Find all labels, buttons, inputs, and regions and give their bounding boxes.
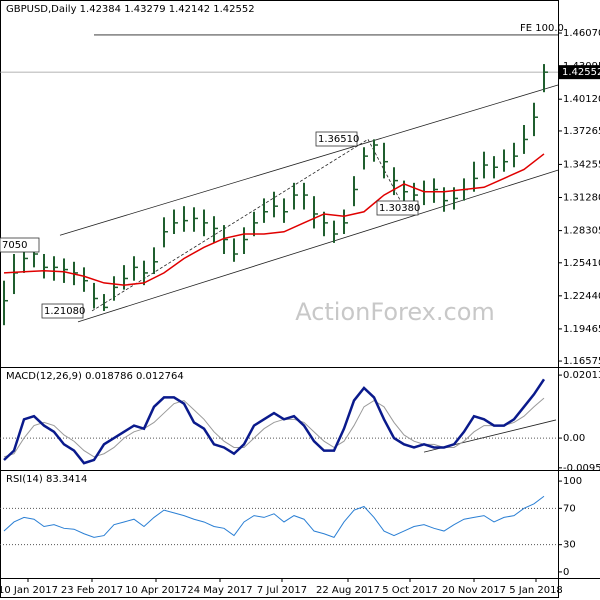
trend-line bbox=[91, 138, 405, 312]
y-tick-label: -0.00951 bbox=[563, 463, 600, 474]
annotation: 1.36510 bbox=[318, 134, 359, 145]
x-tick-label: 5 Oct 2017 bbox=[382, 585, 437, 596]
y-tick-label: 1.34255 bbox=[563, 159, 600, 170]
x-tick-label: 22 Aug 2017 bbox=[316, 585, 380, 596]
x-tick-label: 20 Nov 2017 bbox=[442, 585, 506, 596]
panel-title: RSI(14) 83.3414 bbox=[6, 474, 87, 485]
panel-title: GBPUSD,Daily 1.42384 1.43279 1.42142 1.4… bbox=[6, 4, 255, 15]
y-tick-label: 1.31280 bbox=[563, 193, 600, 204]
y-tick-label: 0.020134 bbox=[563, 370, 600, 381]
y-tick-label: 30 bbox=[563, 540, 576, 551]
y-tick-label: 1.19465 bbox=[563, 324, 600, 335]
x-tick-label: 5 Jan 2018 bbox=[509, 585, 563, 596]
trend-line bbox=[59, 84, 559, 236]
indicator-line bbox=[3, 397, 545, 458]
last-price-label: 1.42552 bbox=[562, 67, 600, 78]
watermark: ActionForex.com bbox=[295, 298, 495, 326]
y-tick-label: 70 bbox=[563, 503, 576, 514]
y-tick-label: 1.16575 bbox=[563, 356, 600, 367]
indicator-line bbox=[3, 378, 546, 465]
annotation-box bbox=[41, 303, 84, 319]
annotation: FE 100.0 bbox=[520, 23, 564, 34]
annotation: 1.21080 bbox=[44, 306, 85, 317]
x-tick-label: 10 Jan 2017 bbox=[0, 585, 58, 596]
last-price-box bbox=[559, 65, 600, 80]
y-tick-label: 1.40120 bbox=[563, 94, 600, 105]
y-tick-label: 1.22440 bbox=[563, 291, 600, 302]
x-tick-label: 7 Jul 2017 bbox=[257, 585, 307, 596]
y-tick-label: 1.28305 bbox=[563, 226, 600, 237]
indicator-line bbox=[3, 495, 545, 539]
moving-average bbox=[3, 153, 545, 286]
x-tick-label: 23 Feb 2017 bbox=[61, 585, 123, 596]
annotation-box bbox=[376, 200, 419, 216]
annotation: 1.30380 bbox=[379, 203, 420, 214]
y-tick-label: 1.25410 bbox=[563, 258, 600, 269]
y-tick-label: 100 bbox=[563, 476, 582, 487]
y-tick-label: 1.46070 bbox=[563, 28, 600, 39]
y-tick-label: 1.37265 bbox=[563, 126, 600, 137]
trend-line bbox=[77, 169, 559, 323]
annotation-box bbox=[0, 237, 40, 253]
panel-title: MACD(12,26,9) 0.018786 0.012764 bbox=[6, 371, 184, 382]
y-tick-label: 0 bbox=[563, 567, 569, 578]
annotation: 7050 bbox=[2, 240, 27, 251]
y-tick-label: 0.00 bbox=[563, 433, 585, 444]
annotation-box bbox=[315, 131, 358, 147]
x-tick-label: 24 May 2017 bbox=[187, 585, 252, 596]
x-tick-label: 10 Apr 2017 bbox=[125, 585, 187, 596]
